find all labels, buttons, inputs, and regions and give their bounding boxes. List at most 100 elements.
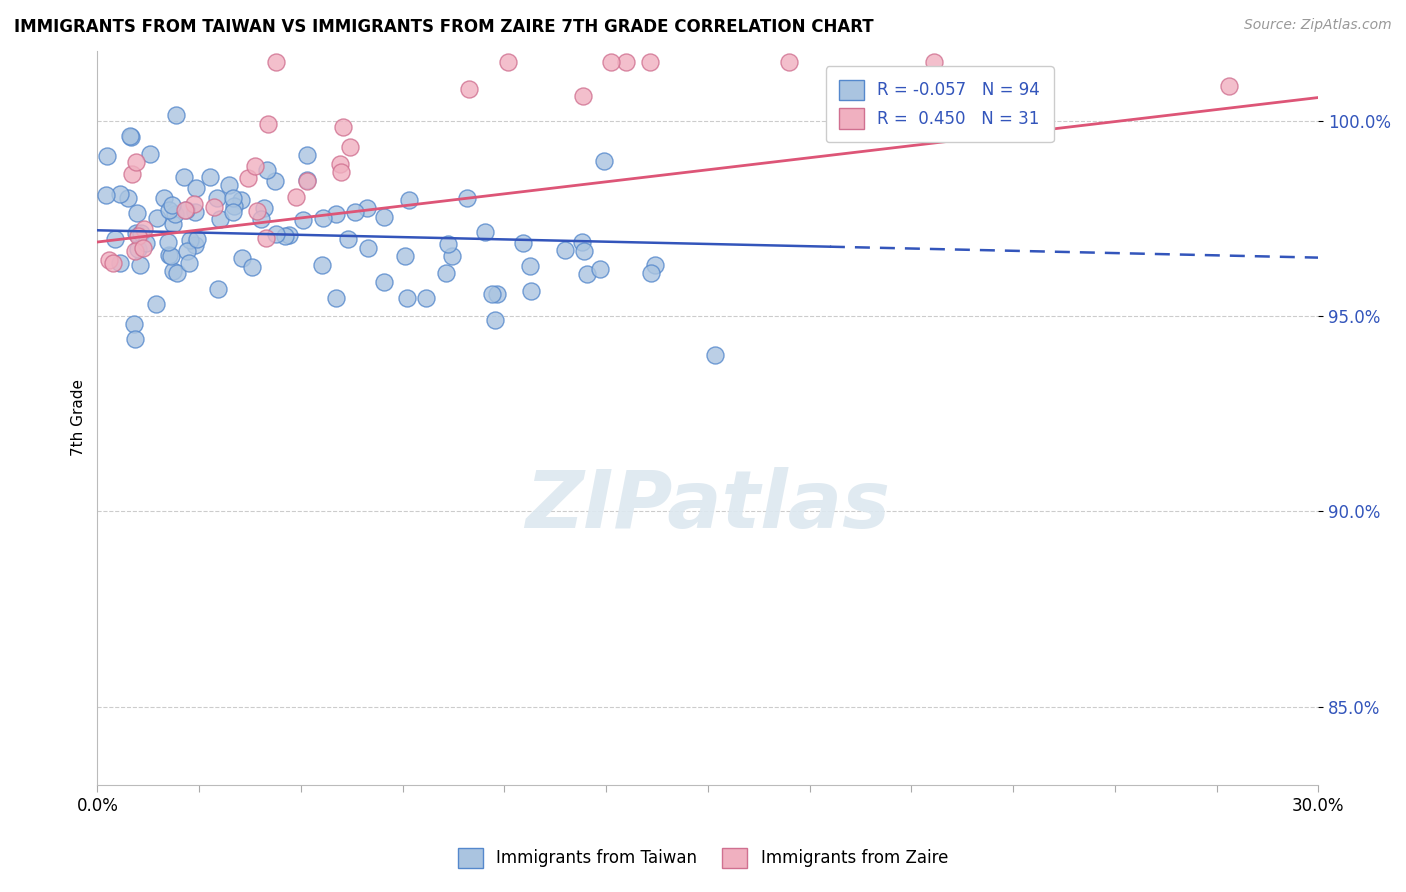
- Point: [297, 172, 319, 186]
- Point: [124, 332, 146, 346]
- Point: [253, 201, 276, 215]
- Point: [250, 212, 273, 227]
- Point: [1218, 78, 1240, 93]
- Point: [357, 241, 380, 255]
- Point: [129, 226, 152, 240]
- Point: [264, 55, 287, 70]
- Point: [184, 237, 207, 252]
- Point: [245, 204, 267, 219]
- Point: [254, 231, 277, 245]
- Point: [110, 256, 132, 270]
- Point: [218, 178, 240, 193]
- Point: [638, 55, 661, 70]
- Point: [292, 213, 315, 227]
- Point: [118, 129, 141, 144]
- Point: [398, 193, 420, 207]
- Point: [121, 167, 143, 181]
- Point: [124, 226, 146, 240]
- Point: [131, 241, 153, 255]
- Point: [922, 55, 945, 70]
- Point: [236, 171, 259, 186]
- Y-axis label: 7th Grade: 7th Grade: [72, 379, 86, 456]
- Point: [325, 207, 347, 221]
- Point: [644, 258, 666, 272]
- Point: [108, 186, 131, 201]
- Point: [512, 236, 534, 251]
- Point: [127, 243, 149, 257]
- Point: [202, 200, 225, 214]
- Point: [394, 249, 416, 263]
- Legend: R = -0.057   N = 94, R =  0.450   N = 31: R = -0.057 N = 94, R = 0.450 N = 31: [825, 66, 1053, 142]
- Point: [224, 199, 246, 213]
- Point: [336, 232, 359, 246]
- Point: [222, 204, 245, 219]
- Text: ZIPatlas: ZIPatlas: [526, 467, 890, 545]
- Point: [162, 264, 184, 278]
- Point: [328, 157, 350, 171]
- Point: [614, 55, 637, 70]
- Point: [356, 201, 378, 215]
- Point: [575, 267, 598, 281]
- Point: [297, 174, 319, 188]
- Point: [127, 206, 149, 220]
- Point: [285, 190, 308, 204]
- Point: [332, 120, 354, 135]
- Point: [231, 252, 253, 266]
- Point: [474, 225, 496, 239]
- Point: [205, 191, 228, 205]
- Point: [589, 262, 612, 277]
- Point: [207, 282, 229, 296]
- Point: [373, 210, 395, 224]
- Point: [640, 266, 662, 280]
- Point: [437, 237, 460, 252]
- Point: [554, 243, 576, 257]
- Point: [103, 256, 125, 270]
- Point: [415, 292, 437, 306]
- Point: [198, 170, 221, 185]
- Point: [139, 147, 162, 161]
- Point: [153, 191, 176, 205]
- Point: [127, 228, 149, 243]
- Point: [231, 194, 253, 208]
- Point: [176, 244, 198, 258]
- Point: [120, 130, 142, 145]
- Point: [263, 174, 285, 188]
- Point: [484, 313, 506, 327]
- Point: [186, 232, 208, 246]
- Point: [125, 155, 148, 169]
- Point: [179, 233, 201, 247]
- Point: [124, 244, 146, 258]
- Point: [159, 249, 181, 263]
- Point: [496, 55, 519, 70]
- Point: [256, 162, 278, 177]
- Point: [339, 140, 361, 154]
- Point: [117, 191, 139, 205]
- Point: [571, 89, 593, 103]
- Point: [122, 317, 145, 331]
- Point: [184, 205, 207, 219]
- Point: [778, 55, 800, 70]
- Point: [157, 247, 180, 261]
- Point: [593, 153, 616, 168]
- Point: [160, 198, 183, 212]
- Point: [704, 348, 727, 362]
- Point: [330, 165, 353, 179]
- Point: [174, 202, 197, 217]
- Point: [312, 211, 335, 226]
- Point: [395, 291, 418, 305]
- Point: [156, 235, 179, 249]
- Point: [519, 260, 541, 274]
- Point: [174, 203, 197, 218]
- Point: [278, 227, 301, 242]
- Point: [458, 82, 481, 96]
- Point: [481, 286, 503, 301]
- Point: [146, 211, 169, 225]
- Point: [325, 291, 347, 305]
- Point: [173, 170, 195, 185]
- Point: [344, 204, 367, 219]
- Point: [163, 207, 186, 221]
- Point: [297, 147, 319, 161]
- Point: [145, 297, 167, 311]
- Point: [186, 181, 208, 195]
- Point: [485, 286, 508, 301]
